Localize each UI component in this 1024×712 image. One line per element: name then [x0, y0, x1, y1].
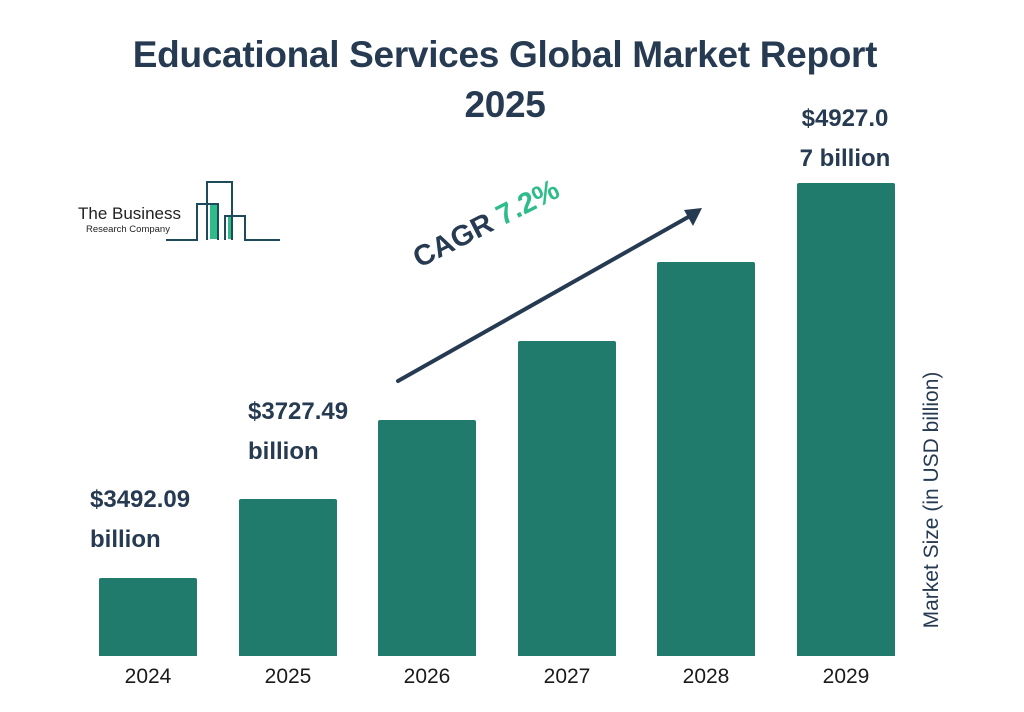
y-axis-label: Market Size (in USD billion)	[920, 371, 943, 629]
x-label-2028: 2028	[682, 665, 730, 688]
bar-2027	[518, 341, 616, 656]
building-bars-logo-icon	[166, 181, 280, 241]
bar-2025	[239, 499, 337, 656]
company-logo: The Business Research Company	[78, 180, 283, 242]
chart-title-line1: Educational Services Global Market Repor…	[132, 34, 878, 75]
bar-2029	[797, 183, 895, 656]
value-label-2025: $3727.49 billion	[248, 398, 349, 465]
x-label-2026: 2026	[403, 665, 451, 688]
value-label-2029: $4927.0 7 billion	[799, 105, 891, 172]
bar-2028	[657, 262, 755, 656]
x-label-2024: 2024	[124, 665, 172, 688]
value-label-2024: $3492.09 billion	[90, 486, 191, 553]
bar-2026	[378, 420, 476, 656]
x-label-2029: 2029	[822, 665, 870, 688]
logo-text-line1: The Business	[78, 204, 181, 223]
logo-text-line2: Research Company	[86, 224, 170, 235]
x-label-2025: 2025	[264, 665, 312, 688]
chart-title: Educational Services Global Market Repor…	[0, 30, 1010, 130]
bar-2024	[99, 578, 197, 656]
chart-title-line2: 2025	[464, 84, 546, 125]
x-label-2027: 2027	[543, 665, 591, 688]
